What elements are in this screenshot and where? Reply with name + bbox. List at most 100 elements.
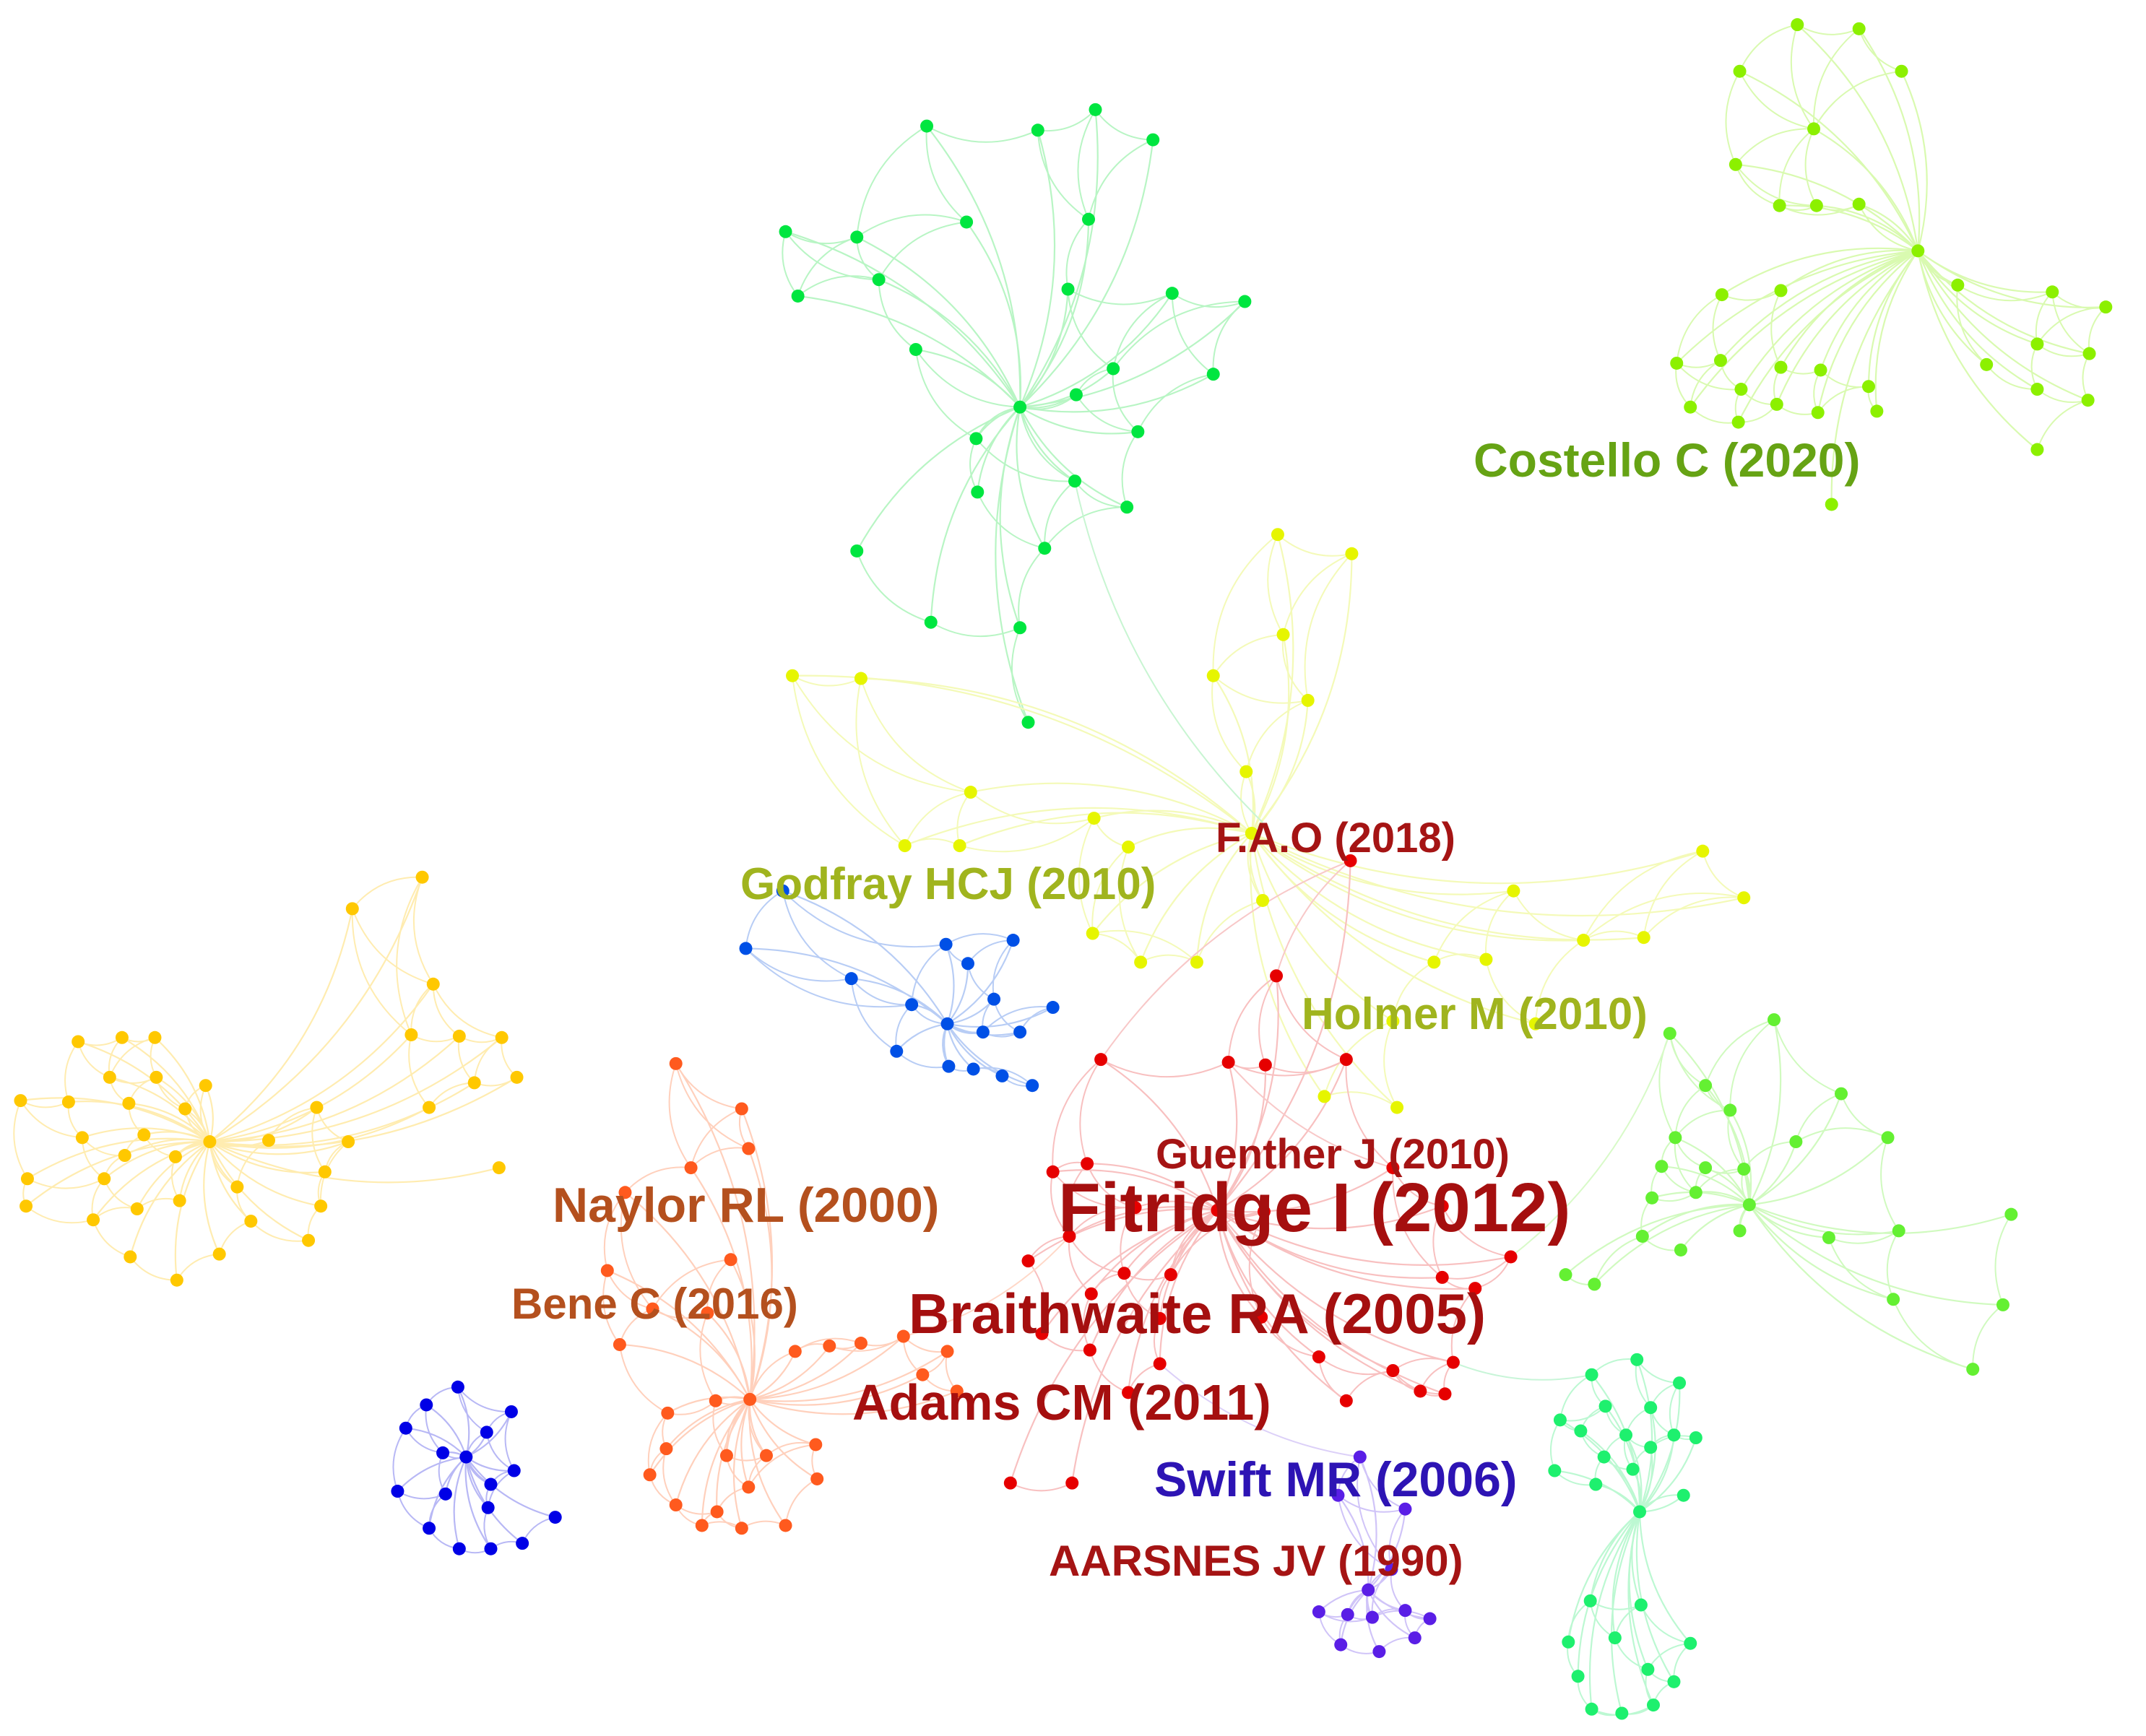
network-node[interactable] (1715, 288, 1729, 302)
network-node[interactable] (1086, 926, 1099, 940)
network-node[interactable] (1881, 1131, 1895, 1145)
network-node[interactable] (150, 1070, 163, 1084)
network-node[interactable] (1435, 1199, 1449, 1213)
network-node[interactable] (391, 1485, 404, 1498)
network-node[interactable] (404, 1028, 418, 1041)
network-node[interactable] (1696, 844, 1710, 858)
network-node[interactable] (420, 1398, 433, 1412)
network-node[interactable] (436, 1446, 450, 1459)
network-node[interactable] (1574, 1424, 1588, 1438)
network-node[interactable] (1673, 1376, 1687, 1390)
network-node[interactable] (1689, 1431, 1702, 1445)
network-node[interactable] (743, 1392, 757, 1406)
label-braithwaite-ra-2005[interactable]: Braithwaite RA (2005) (909, 1282, 1486, 1345)
network-node[interactable] (1390, 1101, 1404, 1114)
network-node[interactable] (130, 1202, 144, 1216)
network-node[interactable] (600, 1264, 614, 1277)
network-node[interactable] (1435, 1270, 1449, 1284)
network-node[interactable] (1548, 1464, 1562, 1477)
network-node[interactable] (1068, 474, 1082, 488)
network-node[interactable] (2082, 347, 2096, 360)
network-node[interactable] (890, 1044, 904, 1058)
network-node[interactable] (1861, 380, 1875, 394)
network-node[interactable] (1684, 1636, 1697, 1650)
network-node[interactable] (1087, 812, 1101, 825)
network-node[interactable] (1676, 1488, 1690, 1502)
network-node[interactable] (314, 1199, 328, 1213)
network-node[interactable] (735, 1102, 748, 1116)
network-node[interactable] (961, 957, 974, 971)
network-node[interactable] (1081, 1157, 1094, 1171)
network-node[interactable] (61, 1095, 75, 1108)
network-node[interactable] (1911, 244, 1925, 258)
network-node[interactable] (1345, 547, 1359, 560)
network-node[interactable] (1637, 931, 1650, 945)
network-node[interactable] (1362, 1583, 1375, 1597)
network-node[interactable] (1372, 1645, 1386, 1659)
network-node[interactable] (1021, 1254, 1035, 1268)
network-node[interactable] (1737, 1162, 1751, 1176)
network-node[interactable] (1822, 1231, 1835, 1244)
network-node[interactable] (467, 1076, 481, 1090)
network-node[interactable] (1641, 1662, 1655, 1676)
network-node[interactable] (1122, 840, 1135, 854)
network-node[interactable] (2030, 383, 2044, 396)
network-node[interactable] (776, 884, 789, 898)
network-node[interactable] (788, 1345, 802, 1358)
network-node[interactable] (1063, 1229, 1076, 1243)
network-node[interactable] (1270, 969, 1284, 983)
network-node[interactable] (969, 432, 983, 446)
network-node[interactable] (1674, 1243, 1687, 1257)
network-node[interactable] (75, 1131, 89, 1145)
network-node[interactable] (724, 1253, 737, 1267)
network-node[interactable] (1825, 498, 1838, 511)
network-node[interactable] (854, 672, 868, 685)
network-node[interactable] (168, 1150, 182, 1163)
network-node[interactable] (872, 273, 886, 287)
network-node[interactable] (399, 1421, 412, 1435)
network-node[interactable] (122, 1096, 136, 1110)
network-node[interactable] (1887, 1293, 1900, 1306)
network-node[interactable] (1734, 383, 1748, 396)
network-node[interactable] (1206, 368, 1220, 381)
network-node[interactable] (124, 1250, 137, 1264)
label-holmer-m-2010[interactable]: Holmer M (2010) (1302, 989, 1648, 1039)
network-node[interactable] (1479, 952, 1493, 966)
network-node[interactable] (1082, 212, 1096, 226)
network-node[interactable] (1398, 1502, 1412, 1516)
network-node[interactable] (1026, 1079, 1039, 1093)
network-node[interactable] (170, 1273, 183, 1287)
network-node[interactable] (1646, 1698, 1660, 1712)
network-node[interactable] (1312, 1350, 1325, 1364)
network-node[interactable] (1528, 1017, 1542, 1030)
network-node[interactable] (1723, 1103, 1737, 1117)
network-node[interactable] (2030, 443, 2044, 456)
network-node[interactable] (1334, 1638, 1348, 1652)
network-node[interactable] (1770, 397, 1783, 411)
network-node[interactable] (1046, 1165, 1060, 1179)
network-node[interactable] (1365, 1610, 1379, 1624)
network-node[interactable] (1046, 1001, 1060, 1015)
network-node[interactable] (953, 839, 966, 853)
network-node[interactable] (1385, 1563, 1398, 1576)
network-node[interactable] (1134, 955, 1148, 969)
network-node[interactable] (964, 786, 977, 799)
network-node[interactable] (1619, 1428, 1633, 1442)
network-node[interactable] (452, 1542, 466, 1555)
network-node[interactable] (1733, 1224, 1747, 1238)
network-node[interactable] (98, 1172, 111, 1186)
network-node[interactable] (14, 1094, 27, 1108)
network-node[interactable] (1128, 1201, 1142, 1215)
network-node[interactable] (1083, 1343, 1096, 1357)
network-node[interactable] (1588, 1277, 1601, 1291)
network-node[interactable] (20, 1172, 34, 1186)
network-node[interactable] (495, 1030, 509, 1044)
network-node[interactable] (452, 1029, 466, 1043)
network-node[interactable] (684, 1161, 698, 1175)
network-node[interactable] (459, 1450, 473, 1464)
network-node[interactable] (2046, 285, 2059, 299)
network-node[interactable] (735, 1522, 748, 1535)
network-node[interactable] (262, 1134, 276, 1147)
network-node[interactable] (643, 1468, 657, 1482)
network-node[interactable] (971, 485, 985, 499)
